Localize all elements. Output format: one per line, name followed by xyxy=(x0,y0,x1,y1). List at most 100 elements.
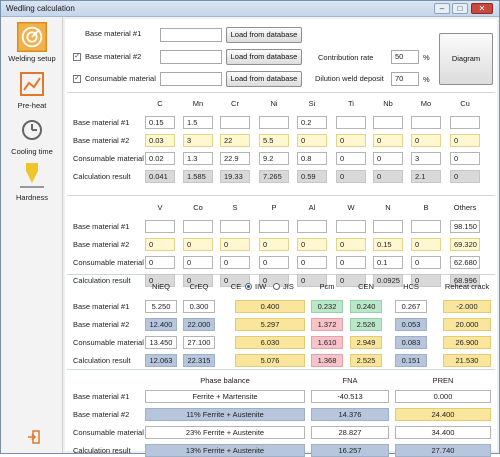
composition-input[interactable] xyxy=(145,220,175,233)
column-header: PREN xyxy=(432,376,454,385)
composition-input[interactable] xyxy=(373,220,403,233)
composition-input[interactable]: 0 xyxy=(183,238,213,251)
composition-input[interactable]: 0.2 xyxy=(297,116,327,129)
composition-input[interactable]: 0.03 xyxy=(145,134,175,147)
equivalent-value: 1.610 xyxy=(311,336,343,349)
composition-input[interactable]: 0 xyxy=(450,134,480,147)
composition-input[interactable]: 1.3 xyxy=(183,152,213,165)
composition-input[interactable]: 5.5 xyxy=(259,134,289,147)
composition-input[interactable] xyxy=(297,220,327,233)
composition-input[interactable]: 9.2 xyxy=(259,152,289,165)
composition-input[interactable]: 0.15 xyxy=(373,238,403,251)
composition-input[interactable]: 0 xyxy=(450,152,480,165)
composition-input[interactable]: 0 xyxy=(145,238,175,251)
composition-input[interactable]: 0 xyxy=(220,238,250,251)
chart-icon xyxy=(20,72,44,96)
equivalent-value: 2.525 xyxy=(350,354,382,367)
ce-iiw-radio[interactable] xyxy=(245,283,252,290)
column-header: CrEQ xyxy=(189,282,209,291)
equivalent-value: 22.315 xyxy=(183,354,215,367)
result-value: 0 xyxy=(336,274,366,287)
composition-input[interactable]: 0 xyxy=(411,134,441,147)
composition-input[interactable] xyxy=(220,220,250,233)
result-value: 0 xyxy=(297,274,327,287)
base2-input[interactable] xyxy=(160,50,222,64)
consumable-label: Consumable material xyxy=(85,74,156,83)
composition-input[interactable]: 0 xyxy=(297,134,327,147)
composition-input[interactable]: 0 xyxy=(220,256,250,269)
composition-input[interactable]: 98.150 xyxy=(450,220,480,233)
diagram-button[interactable]: Diagram xyxy=(439,33,493,85)
phase-value: 11% Ferrite + Austenite xyxy=(145,408,305,421)
load-consumable-button[interactable]: Load from database xyxy=(226,71,302,87)
composition-input[interactable]: 22.9 xyxy=(220,152,250,165)
composition-input[interactable] xyxy=(183,220,213,233)
composition-input[interactable]: 0 xyxy=(411,238,441,251)
composition-input[interactable]: 3 xyxy=(183,134,213,147)
exit-icon[interactable] xyxy=(27,430,41,444)
row-label: Base material #1 xyxy=(73,222,130,231)
composition-input[interactable]: 0 xyxy=(336,152,366,165)
composition-input[interactable]: 62.680 xyxy=(450,256,480,269)
row-label: Calculation result xyxy=(73,276,131,285)
composition-input[interactable]: 0 xyxy=(297,256,327,269)
composition-input[interactable]: 0 xyxy=(336,134,366,147)
sidebar-item-hardness[interactable]: Hardness xyxy=(3,161,61,202)
composition-input[interactable] xyxy=(373,116,403,129)
composition-input[interactable]: 22 xyxy=(220,134,250,147)
dilution-input[interactable]: 70 xyxy=(391,72,419,86)
equivalent-value: 6.030 xyxy=(235,336,305,349)
close-button[interactable]: ✕ xyxy=(471,3,493,14)
composition-input[interactable] xyxy=(450,116,480,129)
sidebar-item-cooling-time[interactable]: Cooling time xyxy=(3,115,61,156)
composition-input[interactable]: 0.8 xyxy=(297,152,327,165)
composition-input[interactable]: 0 xyxy=(336,238,366,251)
column-header: B xyxy=(423,203,429,212)
load-base1-button[interactable]: Load from database xyxy=(226,27,302,43)
base2-checkbox[interactable]: ✓ xyxy=(73,53,81,61)
result-value: 68.996 xyxy=(450,274,480,287)
composition-input[interactable]: 69.320 xyxy=(450,238,480,251)
consumable-input[interactable] xyxy=(160,72,222,86)
composition-input[interactable]: 1.5 xyxy=(183,116,213,129)
consumable-checkbox[interactable]: ✓ xyxy=(73,75,81,83)
load-base2-button[interactable]: Load from database xyxy=(226,49,302,65)
composition-input[interactable]: 0 xyxy=(373,134,403,147)
composition-input[interactable] xyxy=(411,220,441,233)
composition-input[interactable] xyxy=(411,116,441,129)
composition-input[interactable]: 0 xyxy=(259,256,289,269)
minimize-button[interactable]: – xyxy=(434,3,450,14)
composition-input[interactable]: 0 xyxy=(145,256,175,269)
composition-input[interactable]: 3 xyxy=(411,152,441,165)
sidebar-item-welding-setup[interactable]: Welding setup xyxy=(3,22,61,63)
composition-input[interactable]: 0 xyxy=(336,256,366,269)
base1-input[interactable] xyxy=(160,28,222,42)
column-header: CEN xyxy=(358,282,374,291)
composition-input[interactable] xyxy=(259,220,289,233)
composition-input[interactable]: 0.15 xyxy=(145,116,175,129)
composition-input[interactable]: 0.02 xyxy=(145,152,175,165)
composition-input[interactable] xyxy=(259,116,289,129)
composition-input[interactable] xyxy=(336,116,366,129)
maximize-button[interactable]: □ xyxy=(452,3,468,14)
composition-input[interactable]: 0 xyxy=(373,152,403,165)
equivalent-value: 5.250 xyxy=(145,300,177,313)
phase-value: 14.376 xyxy=(311,408,389,421)
column-header: Mo xyxy=(420,99,432,108)
ce-jis-radio[interactable] xyxy=(273,283,280,290)
base2-label: Base material #2 xyxy=(85,52,142,61)
equivalent-value: 0.151 xyxy=(395,354,427,367)
equivalent-value: 5.076 xyxy=(235,354,305,367)
composition-input[interactable]: 0 xyxy=(183,256,213,269)
row-label: Base material #1 xyxy=(73,392,130,401)
contribution-rate-input[interactable]: 50 xyxy=(391,50,419,64)
sidebar-item-preheat[interactable]: Pre-heat xyxy=(3,69,61,110)
composition-input[interactable] xyxy=(220,116,250,129)
composition-input[interactable]: 0 xyxy=(259,238,289,251)
column-header: Al xyxy=(308,203,316,212)
composition-input[interactable]: 0 xyxy=(297,238,327,251)
composition-input[interactable]: 0.1 xyxy=(373,256,403,269)
composition-input[interactable] xyxy=(336,220,366,233)
composition-input[interactable]: 0 xyxy=(411,256,441,269)
